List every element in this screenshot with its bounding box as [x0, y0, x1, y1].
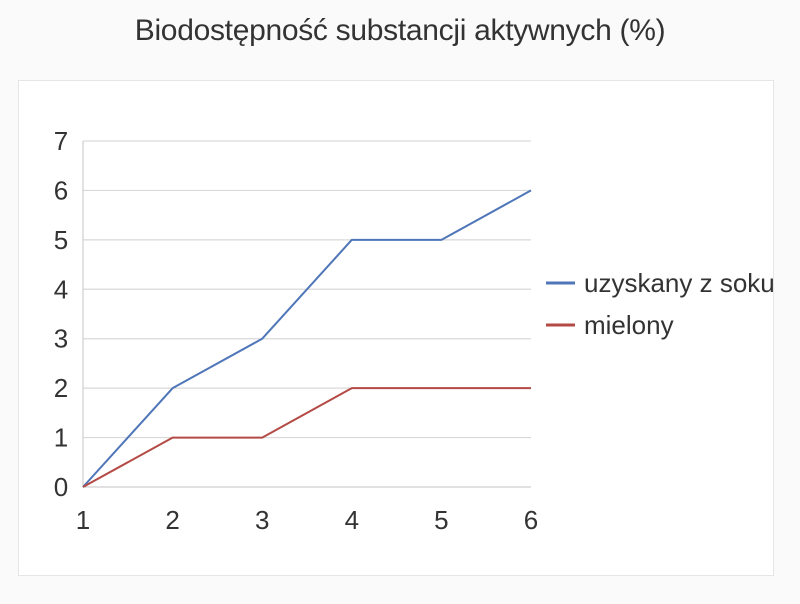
axes [82, 141, 531, 488]
legend: uzyskany z soku mielony [546, 268, 775, 340]
y-tick-5: 5 [54, 225, 68, 255]
y-tick-2: 2 [54, 373, 68, 403]
legend-label-1: uzyskany z soku [584, 268, 775, 298]
chart-title: Biodostępność substancji aktywnych (%) [134, 14, 666, 47]
y-tick-labels: 0 1 2 3 4 5 6 7 [54, 126, 68, 502]
series-line-2 [82, 387, 531, 488]
x-tick-4: 4 [345, 505, 359, 535]
x-tick-2: 2 [165, 505, 179, 535]
x-tick-1: 1 [76, 505, 90, 535]
x-tick-6: 6 [524, 505, 538, 535]
y-tick-7: 7 [54, 126, 68, 156]
x-tick-3: 3 [255, 505, 269, 535]
gridlines [83, 140, 531, 439]
chart-panel [18, 80, 774, 576]
y-tick-6: 6 [54, 175, 68, 205]
series-line-1 [82, 189, 532, 488]
y-tick-4: 4 [54, 274, 68, 304]
y-tick-3: 3 [54, 324, 68, 354]
legend-label-2: mielony [584, 310, 674, 340]
x-tick-labels: 1 2 3 4 5 6 [76, 505, 538, 535]
x-tick-5: 5 [434, 505, 448, 535]
y-tick-0: 0 [54, 472, 68, 502]
y-tick-1: 1 [54, 423, 68, 453]
series-lines [82, 189, 532, 488]
